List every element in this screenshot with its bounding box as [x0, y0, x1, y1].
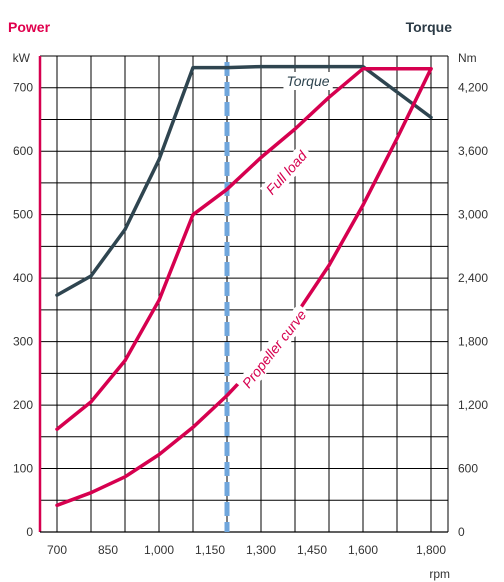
- x-unit-label: rpm: [429, 567, 450, 581]
- left-unit-label: kW: [13, 51, 31, 65]
- right-tick-label: 3,600: [458, 144, 488, 158]
- right-tick-labels: 0 600 1,200 1,800 2,400 3,000 3,600 4,200: [458, 81, 488, 539]
- grid: [40, 55, 448, 532]
- propeller-series-label-group: Propeller curve: [236, 303, 313, 394]
- annotations-layer: Torque Full load Propeller curve: [236, 72, 333, 394]
- left-tick-labels: 0 100 200 300 400 500 600 700: [13, 81, 33, 539]
- torque-series-label-group: Torque: [283, 72, 333, 90]
- right-tick-label: 2,400: [458, 271, 488, 285]
- right-tick-label: 0: [458, 525, 465, 539]
- torque-series-label-background: [283, 72, 333, 90]
- left-tick-label: 200: [13, 398, 33, 412]
- full-load-series-label-background: [259, 143, 314, 201]
- x-tick-label: 1,000: [144, 543, 174, 557]
- right-tick-label: 1,800: [458, 335, 488, 349]
- x-tick-label: 1,600: [348, 543, 378, 557]
- torque-line: [55, 64, 433, 297]
- full-load-line: [55, 66, 433, 431]
- axes: [38, 56, 449, 533]
- right-tick-label: 600: [458, 462, 478, 476]
- torque-series-label: Torque: [286, 73, 329, 89]
- x-tick-label: 850: [98, 543, 118, 557]
- x-tick-label: 1,300: [246, 543, 276, 557]
- left-tick-label: 100: [13, 462, 33, 476]
- x-tick-labels: 700 850 1,000 1,150 1,300 1,450 1,600 1,800: [47, 543, 446, 557]
- propeller-curve-line: [55, 66, 433, 508]
- right-tick-label: 4,200: [458, 81, 488, 95]
- x-tick-label: 1,800: [416, 543, 446, 557]
- torque-axis-title: Torque: [406, 19, 453, 35]
- left-tick-label: 600: [13, 144, 33, 158]
- left-tick-label: 500: [13, 208, 33, 222]
- power-axis-title: Power: [8, 19, 51, 35]
- right-unit-label: Nm: [458, 51, 477, 65]
- series-layer: [55, 62, 433, 532]
- propeller-series-label-background: [236, 303, 313, 394]
- left-tick-label: 400: [13, 271, 33, 285]
- right-tick-label: 1,200: [458, 398, 488, 412]
- x-tick-label: 1,450: [297, 543, 327, 557]
- right-tick-label: 3,000: [458, 208, 488, 222]
- propeller-series-label: Propeller curve: [239, 307, 310, 391]
- x-tick-label: 700: [47, 543, 67, 557]
- full-load-series-label: Full load: [263, 147, 311, 198]
- x-tick-label: 1,150: [195, 543, 225, 557]
- left-tick-label: 700: [13, 81, 33, 95]
- left-tick-label: 0: [26, 525, 33, 539]
- left-tick-label: 300: [13, 335, 33, 349]
